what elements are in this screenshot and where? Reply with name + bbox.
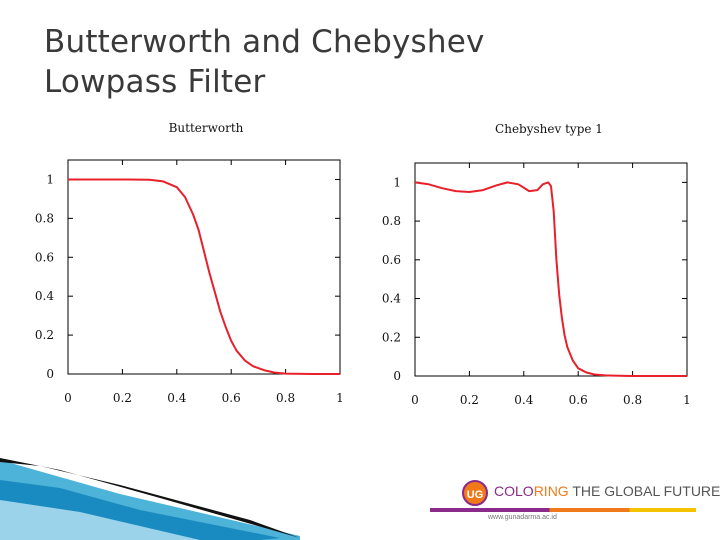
x-tick-label: 0 xyxy=(411,393,419,407)
x-tick-label: 0.6 xyxy=(569,393,588,407)
plot-frame xyxy=(67,159,341,375)
x-tick-label: 0.4 xyxy=(514,393,533,407)
response-curve xyxy=(68,178,340,375)
y-tick-label: 0.6 xyxy=(35,250,54,264)
y-tick-label: 0.4 xyxy=(382,292,401,306)
x-tick-label: 0.8 xyxy=(623,393,642,407)
response-curve xyxy=(414,181,687,377)
footer-wave-pale xyxy=(0,500,200,540)
x-tick-label: 0.2 xyxy=(113,391,132,405)
plot-frame xyxy=(414,162,688,377)
y-tick-label: 0.8 xyxy=(35,211,54,225)
x-tick-label: 0.8 xyxy=(276,391,295,405)
x-tick-label: 1 xyxy=(683,393,691,407)
footer-decoration xyxy=(0,458,300,540)
slide-title-line-1: Butterworth and Chebyshev xyxy=(44,24,485,60)
ug-badge: UG xyxy=(462,480,488,506)
y-tick-label: 0.2 xyxy=(382,330,401,344)
y-tick-label: 0 xyxy=(46,367,54,381)
slogan-part-1: COLO xyxy=(494,483,534,499)
slogan: COLORING THE GLOBAL FUTURE xyxy=(494,483,720,499)
university-logo: UG COLORING THE GLOBAL FUTURE www.gunada… xyxy=(430,480,720,540)
y-tick-label: 0 xyxy=(393,369,401,383)
x-tick-label: 0.6 xyxy=(222,391,241,405)
slogan-part-3: THE GLOBAL FUTURE xyxy=(568,483,720,499)
slogan-part-2: RING xyxy=(533,483,569,499)
x-tick-label: 0 xyxy=(64,391,72,405)
brand-color-bar xyxy=(430,508,696,512)
y-tick-label: 0.8 xyxy=(382,214,401,228)
chebyshev-chart: Chebyshev type 1 0 0.2 0.4 0.6 0.8 1 0 0.2 0.4 0.6… xyxy=(382,122,691,407)
slide-title: Butterworth and Chebyshev Lowpass Filter xyxy=(44,22,684,102)
x-tick-label: 0.2 xyxy=(460,393,479,407)
website-url: www.gunadarma.ac.id xyxy=(488,514,557,521)
y-tick-label: 0.4 xyxy=(35,289,54,303)
y-tick-label: 0.2 xyxy=(35,328,54,342)
x-tick-label: 1 xyxy=(336,391,344,405)
x-tick-label: 0.4 xyxy=(167,391,186,405)
slide-title-line-2: Lowpass Filter xyxy=(44,64,266,100)
y-tick-label: 0.6 xyxy=(382,253,401,267)
chart-title: Butterworth xyxy=(169,121,244,135)
butterworth-chart: Butterworth 0 0.2 0.4 0.6 0.8 1 0 0.2 0.4 0.6 0.8 1 xyxy=(35,121,344,405)
y-tick-label: 1 xyxy=(46,172,54,186)
chart-title: Chebyshev type 1 xyxy=(495,122,603,136)
y-tick-label: 1 xyxy=(393,175,401,189)
